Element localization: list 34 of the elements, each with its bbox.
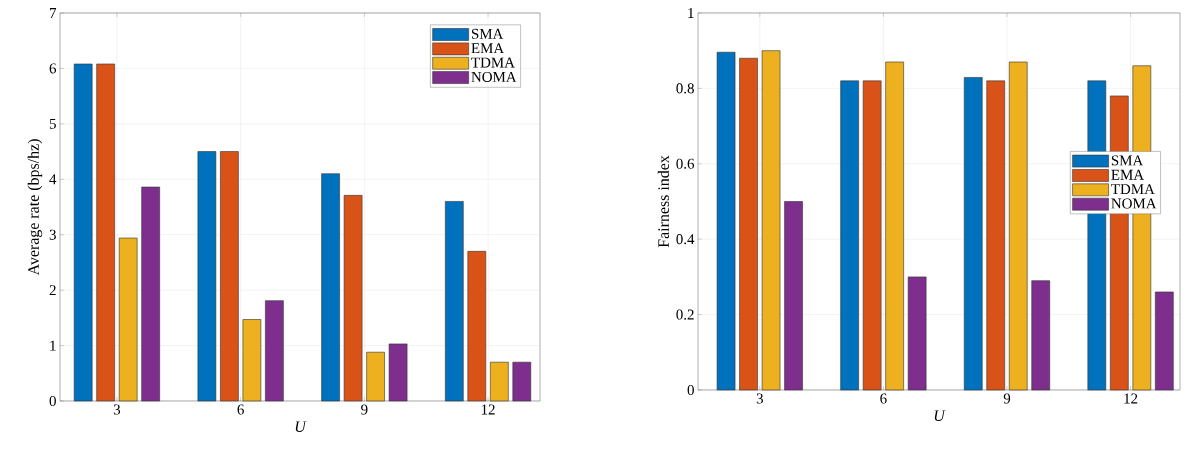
- x-axis-title: U: [295, 421, 307, 432]
- y-tick-label: 0.6: [676, 158, 695, 169]
- legend-label: EMA: [471, 43, 505, 54]
- y-tick-label: 4: [49, 174, 57, 185]
- legend-label: NOMA: [471, 71, 517, 82]
- legend-label: NOMA: [1111, 198, 1157, 209]
- y-axis-title: Average rate (bps/hz): [27, 139, 43, 276]
- x-tick-label: 9: [361, 404, 368, 415]
- y-tick-label: 0: [687, 384, 694, 396]
- y-tick-label: 2: [49, 285, 56, 296]
- y-axis-title: Fairness index: [657, 155, 669, 248]
- x-tick-label: 6: [237, 404, 244, 415]
- y-tick-label: 6: [49, 63, 57, 74]
- x-tick-label: 6: [880, 393, 887, 404]
- x-tick-label: 12: [481, 404, 495, 415]
- x-tick-label: 3: [113, 404, 121, 415]
- y-tick-label: 3: [49, 229, 56, 240]
- y-tick-label: 7: [50, 8, 57, 18]
- y-tick-label: 1: [50, 340, 56, 351]
- y-tick-label: 5: [49, 118, 56, 129]
- x-tick-label: 12: [1124, 393, 1138, 404]
- legend-label: TDMA: [1111, 184, 1155, 195]
- x-tick-label: 9: [1003, 393, 1011, 404]
- legend-label: EMA: [1111, 169, 1144, 180]
- y-tick-label: 0.8: [676, 83, 694, 94]
- y-tick-label: 0: [49, 395, 56, 407]
- legend-label: TDMA: [471, 57, 515, 68]
- legend-label: SMA: [1111, 155, 1144, 166]
- y-tick-label: 1: [688, 8, 694, 18]
- y-tick-label: 0.4: [676, 234, 695, 245]
- y-tick-label: 0.2: [676, 309, 694, 320]
- x-axis-title: U: [934, 410, 946, 421]
- x-tick-label: 3: [756, 393, 763, 404]
- legend-label: SMA: [471, 28, 504, 39]
